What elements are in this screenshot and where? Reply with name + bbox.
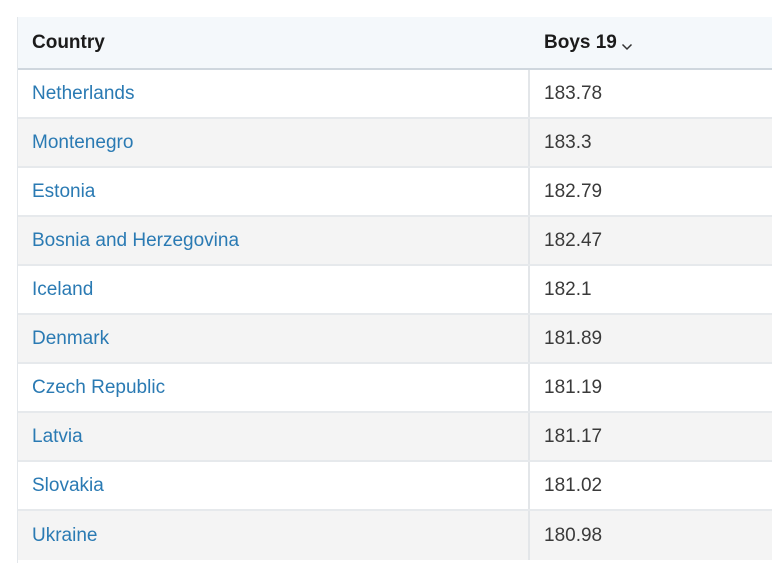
country-link[interactable]: Estonia	[18, 168, 530, 215]
height-value: 182.1	[544, 278, 592, 300]
height-value: 181.19	[544, 376, 603, 398]
height-value: 182.47	[544, 229, 603, 251]
table-row: Montenegro 183.3	[18, 119, 772, 168]
country-link[interactable]: Netherlands	[18, 70, 530, 117]
table-header: Country Boys 19	[18, 17, 772, 70]
height-value: 181.89	[544, 327, 603, 349]
height-value: 180.98	[544, 524, 603, 546]
chevron-down-icon[interactable]	[621, 37, 633, 50]
table-row: Latvia 181.17	[18, 413, 772, 462]
country-link[interactable]: Bosnia and Herzegovina	[18, 217, 530, 264]
column-header-boys-19-label: Boys 19	[544, 31, 617, 53]
column-header-country-label: Country	[32, 31, 105, 53]
country-link[interactable]: Czech Republic	[18, 364, 530, 411]
height-value: 181.02	[544, 474, 603, 496]
height-value: 182.79	[544, 180, 603, 202]
country-link[interactable]: Denmark	[18, 315, 530, 362]
column-header-boys-19[interactable]: Boys 19	[530, 17, 772, 68]
table-row: Iceland 182.1	[18, 266, 772, 315]
height-value: 183.3	[544, 131, 592, 153]
country-link[interactable]: Iceland	[18, 266, 530, 313]
height-value: 181.17	[544, 425, 603, 447]
country-link[interactable]: Montenegro	[18, 119, 530, 166]
table-row: Netherlands 183.78	[18, 70, 772, 119]
data-table: Country Boys 19 Netherlands 183.78 Monte…	[17, 17, 772, 563]
table-row: Ukraine 180.98	[18, 511, 772, 560]
country-link[interactable]: Latvia	[18, 413, 530, 460]
table-row: Czech Republic 181.19	[18, 364, 772, 413]
table-row: Denmark 181.89	[18, 315, 772, 364]
country-link[interactable]: Ukraine	[18, 511, 530, 560]
column-header-country[interactable]: Country	[18, 17, 530, 68]
table-row: Slovakia 181.02	[18, 462, 772, 511]
table-row: Estonia 182.79	[18, 168, 772, 217]
table-body: Netherlands 183.78 Montenegro 183.3 Esto…	[18, 70, 772, 560]
country-link[interactable]: Slovakia	[18, 462, 530, 509]
height-value: 183.78	[544, 82, 603, 104]
table-row: Bosnia and Herzegovina 182.47	[18, 217, 772, 266]
